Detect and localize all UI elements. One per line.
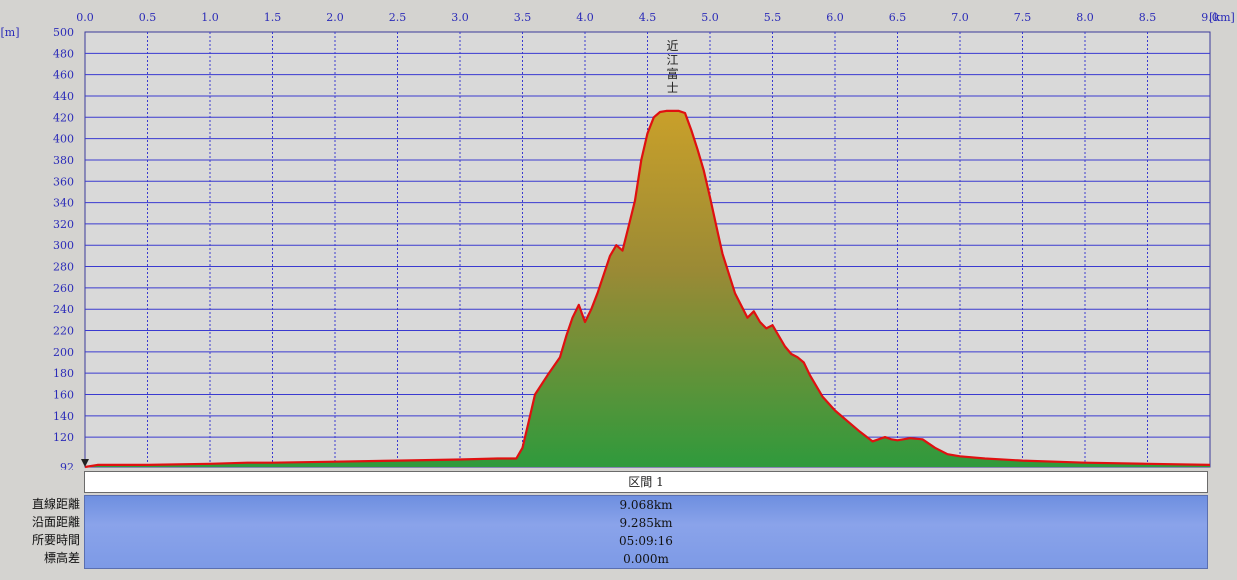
x-tick-label: 8.0 bbox=[1076, 11, 1094, 24]
y-tick-label: 360 bbox=[53, 175, 74, 188]
x-tick-label: 5.0 bbox=[701, 11, 719, 24]
y-tick-label: 480 bbox=[53, 47, 74, 60]
x-tick-label: 0.0 bbox=[76, 11, 94, 24]
x-tick-label: 3.5 bbox=[514, 11, 532, 24]
y-tick-label: 180 bbox=[53, 367, 74, 380]
x-tick-label: 3.0 bbox=[451, 11, 469, 24]
value-elevation-diff: 0.000m bbox=[623, 552, 669, 566]
y-tick-label: 500 bbox=[53, 26, 74, 39]
x-tick-label: 2.0 bbox=[326, 11, 344, 24]
value-required-time: 05:09:16 bbox=[619, 534, 673, 548]
y-tick-label: 400 bbox=[53, 133, 74, 146]
section-title: 区間 1 bbox=[628, 475, 664, 489]
x-tick-label: 0.5 bbox=[139, 11, 157, 24]
y-unit-label: [m] bbox=[0, 26, 19, 39]
y-tick-label: 420 bbox=[53, 111, 74, 124]
label-elevation-diff: 標高差 bbox=[43, 551, 80, 565]
peak-label-char: 近 bbox=[666, 39, 678, 53]
y-tick-label: 120 bbox=[53, 431, 74, 444]
x-tick-label: 4.5 bbox=[639, 11, 657, 24]
y-tick-label: 460 bbox=[53, 69, 74, 82]
value-surface-distance: 9.285km bbox=[619, 516, 673, 530]
y-tick-label: 380 bbox=[53, 154, 74, 167]
x-tick-label: 1.5 bbox=[264, 11, 282, 24]
y-tick-label: 160 bbox=[53, 389, 74, 402]
label-surface-distance: 沿面距離 bbox=[31, 515, 80, 529]
x-tick-label: 2.5 bbox=[389, 11, 407, 24]
y-tick-label: 320 bbox=[53, 218, 74, 231]
peak-label-char: 江 bbox=[666, 53, 678, 67]
y-tick-label: 260 bbox=[53, 282, 74, 295]
x-tick-label: 4.0 bbox=[576, 11, 594, 24]
y-tick-label: 200 bbox=[53, 346, 74, 359]
y-tick-label: 220 bbox=[53, 325, 74, 338]
info-panel: 9.068km 9.285km 05:09:16 0.000m bbox=[84, 495, 1208, 569]
x-unit-label: [km] bbox=[1209, 11, 1235, 24]
elevation-area bbox=[85, 110, 1210, 468]
x-tick-label: 5.5 bbox=[764, 11, 782, 24]
x-tick-label: 1.0 bbox=[201, 11, 219, 24]
info-labels: 直線距離 沿面距離 所要時間 標高差 bbox=[0, 495, 80, 567]
y-tick-label: 340 bbox=[53, 197, 74, 210]
y-tick-label: 240 bbox=[53, 303, 74, 316]
x-tick-label: 9.0 bbox=[1201, 11, 1219, 24]
x-tick-label: 6.0 bbox=[826, 11, 844, 24]
section-header[interactable]: 区間 1 bbox=[84, 471, 1208, 493]
peak-label-char: 富 bbox=[666, 66, 678, 81]
label-straight-distance: 直線距離 bbox=[31, 497, 80, 511]
y-tick-label: 300 bbox=[53, 239, 74, 252]
x-tick-label: 7.0 bbox=[951, 11, 969, 24]
label-required-time: 所要時間 bbox=[31, 533, 80, 547]
y-tick-label: 92 bbox=[60, 461, 74, 470]
elevation-chart: 500 480 460 440 420 400 380 360 340 320 300 280 260 2… bbox=[0, 11, 1235, 470]
x-tick-label: 7.5 bbox=[1014, 11, 1032, 24]
x-tick-label: 8.5 bbox=[1139, 11, 1157, 24]
peak-label-char: 士 bbox=[666, 81, 678, 95]
y-tick-label: 140 bbox=[53, 410, 74, 423]
value-straight-distance: 9.068km bbox=[619, 498, 673, 512]
start-marker bbox=[81, 459, 89, 467]
y-tick-label: 280 bbox=[53, 261, 74, 274]
x-tick-label: 6.5 bbox=[889, 11, 907, 24]
elevation-line bbox=[84, 109, 1211, 469]
y-tick-label: 440 bbox=[53, 90, 74, 103]
